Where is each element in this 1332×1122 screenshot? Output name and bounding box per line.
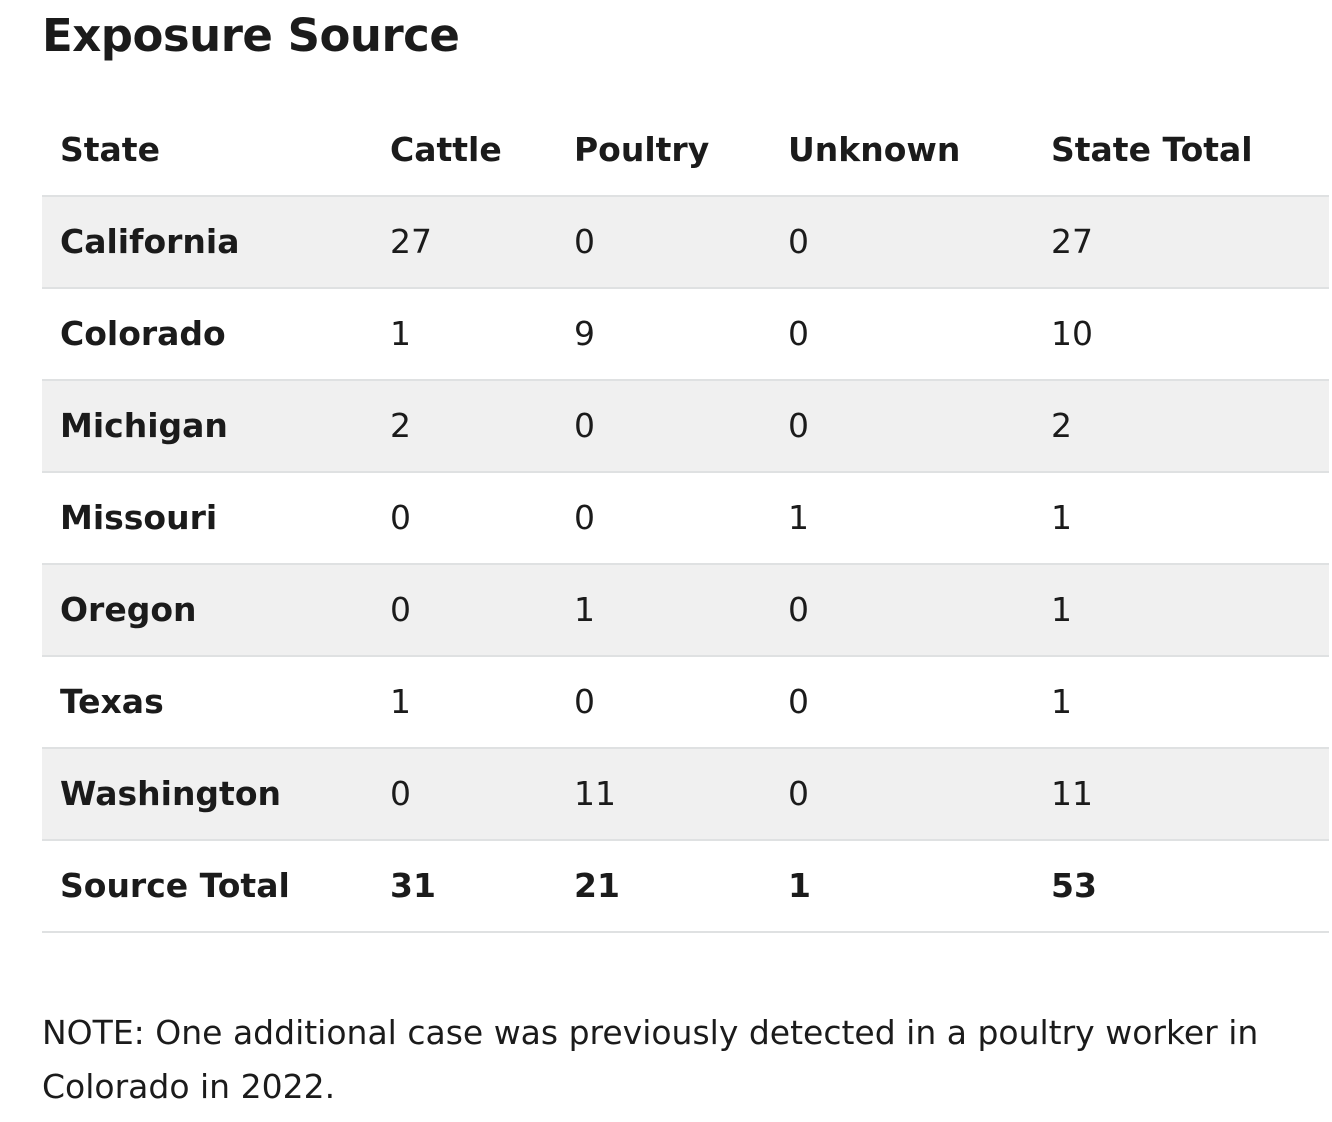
poultry-cell: 1 <box>556 564 770 657</box>
grand-total-cell: 53 <box>1033 840 1329 933</box>
state-total-cell: 1 <box>1033 564 1329 657</box>
poultry-cell: 11 <box>556 748 770 841</box>
poultry-cell: 0 <box>556 656 770 749</box>
poultry-cell: 0 <box>556 472 770 565</box>
cattle-cell: 1 <box>372 656 556 749</box>
state-cell: Missouri <box>42 472 372 565</box>
cattle-cell: 27 <box>372 196 556 289</box>
state-total-cell: 2 <box>1033 380 1329 473</box>
table-header: State Cattle Poultry Unknown State Total <box>42 104 1329 197</box>
cattle-cell: 0 <box>372 472 556 565</box>
column-header-state-total: State Total <box>1033 104 1329 197</box>
column-header-unknown: Unknown <box>770 104 1033 197</box>
state-cell: Washington <box>42 748 372 841</box>
unknown-cell: 1 <box>770 472 1033 565</box>
cattle-cell: 0 <box>372 564 556 657</box>
poultry-cell: 0 <box>556 196 770 289</box>
state-cell: Michigan <box>42 380 372 473</box>
state-total-cell: 11 <box>1033 748 1329 841</box>
unknown-cell: 0 <box>770 288 1033 381</box>
cattle-cell: 2 <box>372 380 556 473</box>
source-total-label: Source Total <box>42 840 372 933</box>
state-total-cell: 1 <box>1033 472 1329 565</box>
state-cell: Texas <box>42 656 372 749</box>
table-row: Texas 1 0 0 1 <box>42 656 1329 749</box>
table-row: California 27 0 0 27 <box>42 196 1329 289</box>
column-header-cattle: Cattle <box>372 104 556 197</box>
unknown-cell: 0 <box>770 748 1033 841</box>
table-row: Michigan 2 0 0 2 <box>42 380 1329 473</box>
table-row: Colorado 1 9 0 10 <box>42 288 1329 381</box>
table-row: Washington 0 11 0 11 <box>42 748 1329 841</box>
header-row: State Cattle Poultry Unknown State Total <box>42 104 1329 197</box>
poultry-total-cell: 21 <box>556 840 770 933</box>
state-total-cell: 1 <box>1033 656 1329 749</box>
unknown-cell: 0 <box>770 196 1033 289</box>
state-cell: California <box>42 196 372 289</box>
table-row: Oregon 0 1 0 1 <box>42 564 1329 657</box>
source-total-row: Source Total 31 21 1 53 <box>42 840 1329 933</box>
footnote: NOTE: One additional case was previously… <box>42 1013 1259 1106</box>
state-total-cell: 10 <box>1033 288 1329 381</box>
unknown-cell: 0 <box>770 656 1033 749</box>
state-total-cell: 27 <box>1033 196 1329 289</box>
state-cell: Oregon <box>42 564 372 657</box>
page-title: Exposure Source <box>42 9 460 62</box>
poultry-cell: 9 <box>556 288 770 381</box>
unknown-cell: 0 <box>770 564 1033 657</box>
exposure-source-table: State Cattle Poultry Unknown State Total… <box>42 104 1329 933</box>
poultry-cell: 0 <box>556 380 770 473</box>
column-header-state: State <box>42 104 372 197</box>
state-cell: Colorado <box>42 288 372 381</box>
unknown-cell: 0 <box>770 380 1033 473</box>
column-header-poultry: Poultry <box>556 104 770 197</box>
table-body: California 27 0 0 27 Colorado 1 9 0 10 M… <box>42 196 1329 933</box>
cattle-total-cell: 31 <box>372 840 556 933</box>
cattle-cell: 0 <box>372 748 556 841</box>
cattle-cell: 1 <box>372 288 556 381</box>
table-row: Missouri 0 0 1 1 <box>42 472 1329 565</box>
unknown-total-cell: 1 <box>770 840 1033 933</box>
